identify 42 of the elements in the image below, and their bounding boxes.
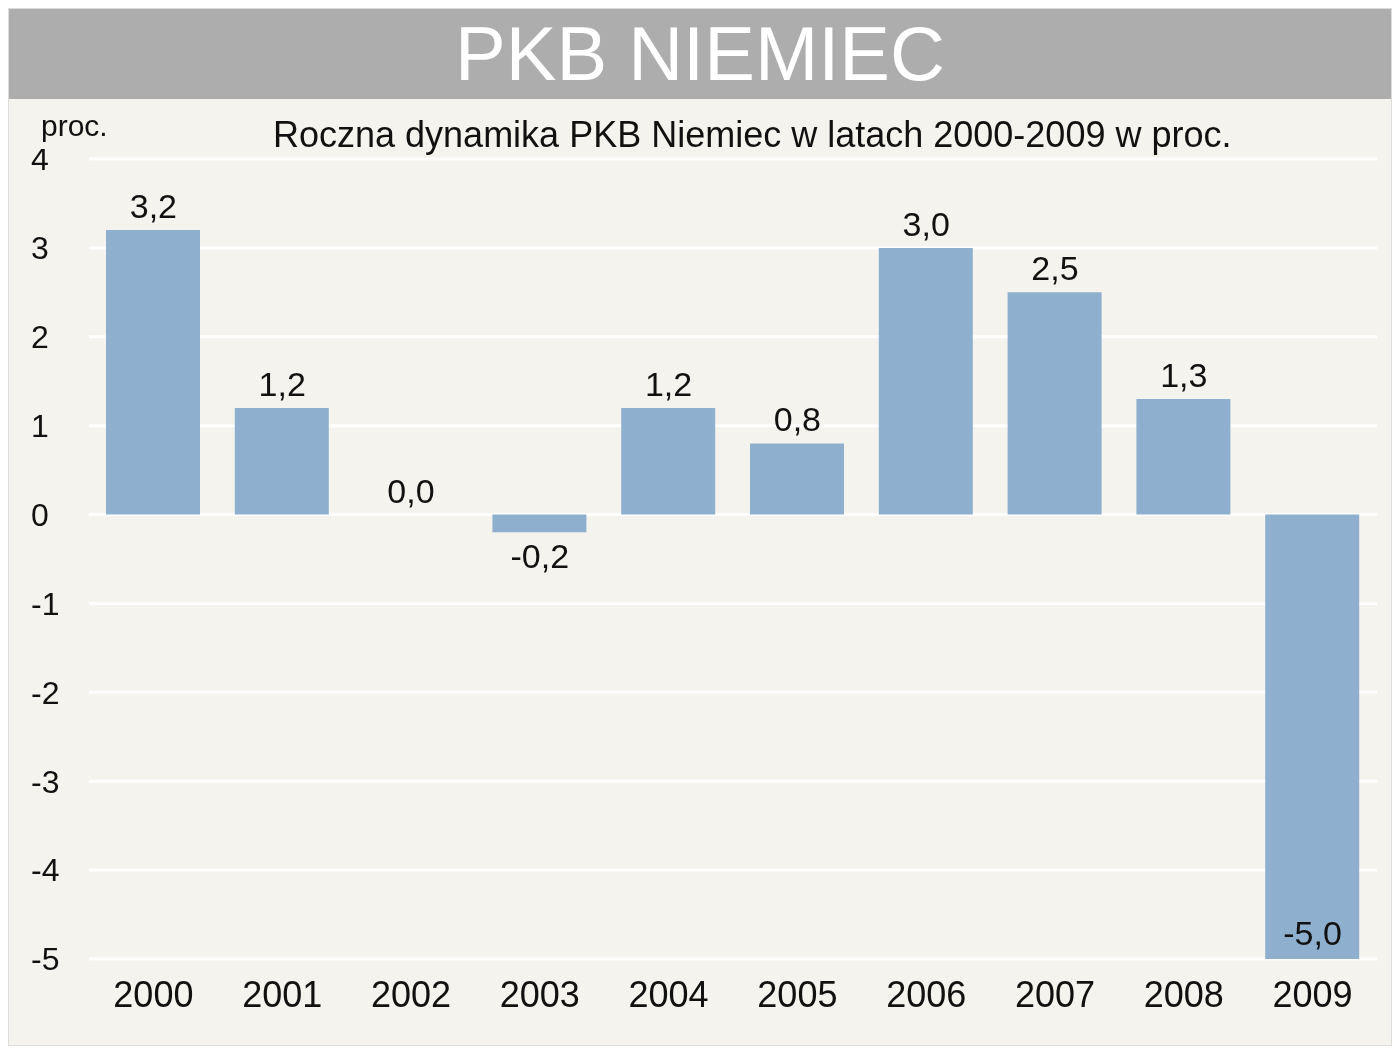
- bar: [1136, 399, 1231, 515]
- y-tick-label: -2: [31, 674, 60, 711]
- data-label: 3,0: [902, 204, 950, 243]
- y-tick-label: 3: [31, 230, 49, 267]
- x-tick-label: 2004: [628, 973, 709, 1015]
- data-label: 0,0: [387, 471, 435, 510]
- y-tick-label: -1: [31, 585, 60, 622]
- x-tick-label: 2003: [499, 973, 580, 1015]
- data-label: 1,2: [644, 364, 693, 403]
- y-tick-label: -3: [31, 763, 60, 800]
- bar: [106, 230, 200, 515]
- data-label: 1,3: [1160, 356, 1208, 394]
- x-tick-label: 2008: [1143, 973, 1224, 1015]
- bar: [1007, 292, 1102, 515]
- x-tick-label: 2001: [242, 973, 323, 1015]
- y-tick-label: 4: [31, 141, 49, 178]
- x-tick-label: 2007: [1014, 973, 1096, 1015]
- x-tick-label: 2005: [757, 973, 838, 1015]
- data-label: -5,0: [1283, 914, 1342, 952]
- y-tick-label: -4: [31, 852, 60, 889]
- bar: [234, 407, 329, 515]
- bar: [750, 443, 844, 515]
- data-label: 0,8: [773, 400, 822, 439]
- chart-subtitle: Roczna dynamika PKB Niemiec w latach 2000-2009 w proc.: [273, 114, 1232, 156]
- x-tick-label: 2009: [1272, 973, 1353, 1015]
- x-tick-label: 2006: [886, 973, 967, 1015]
- data-label: 1,2: [258, 364, 306, 403]
- y-tick-label: -5: [31, 941, 60, 978]
- data-label: -0,2: [510, 537, 570, 576]
- y-axis-title: proc.: [41, 109, 108, 143]
- y-tick-label: 0: [31, 496, 49, 533]
- bar: [878, 247, 973, 515]
- data-label: 2,5: [1031, 249, 1079, 288]
- x-tick-label: 2000: [113, 973, 194, 1015]
- y-tick-label: 1: [31, 408, 49, 445]
- chart-title: PKB NIEMIEC: [9, 9, 1391, 99]
- y-tick-label: 2: [31, 319, 49, 356]
- bar: [1265, 514, 1360, 959]
- bar: [621, 407, 716, 515]
- data-label: 3,2: [129, 187, 178, 226]
- bar: [492, 514, 587, 533]
- x-tick-label: 2002: [370, 973, 452, 1015]
